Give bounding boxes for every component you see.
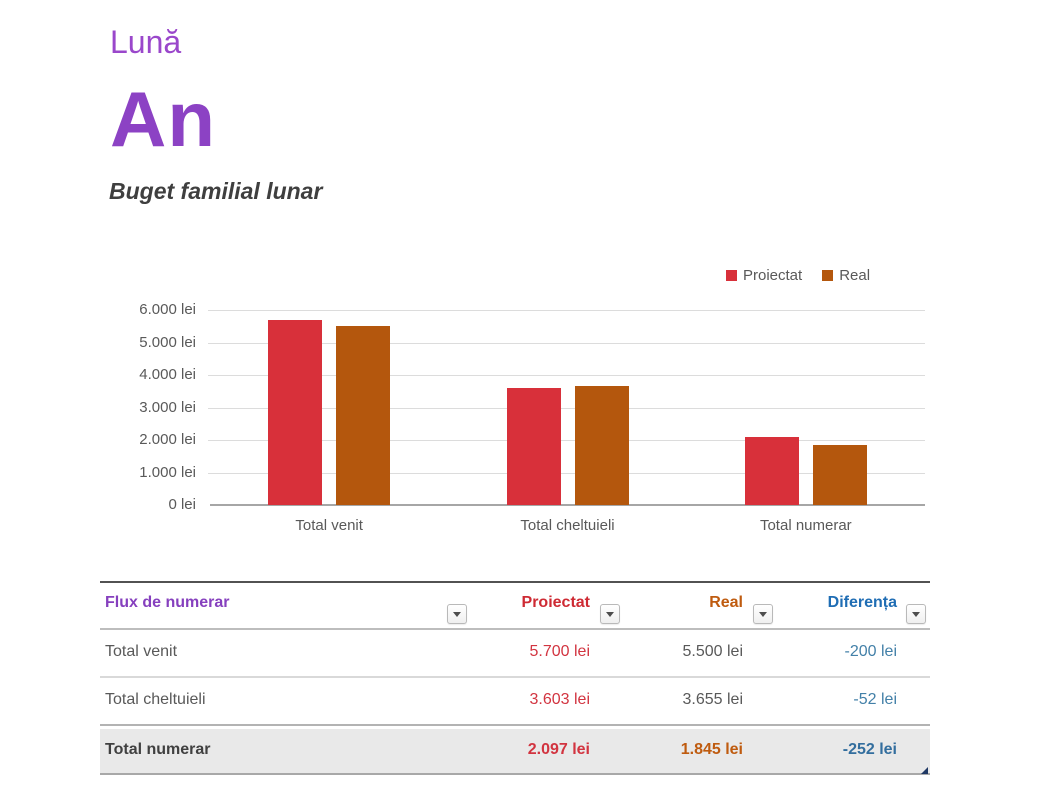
column-header-proiectat: Proiectat bbox=[521, 594, 590, 611]
table-header-row: Flux de numerar Proiectat Real Diferența bbox=[100, 581, 930, 630]
y-axis-tick-label: 3.000 lei bbox=[139, 398, 196, 416]
legend-item: Proiectat bbox=[726, 267, 802, 284]
chevron-down-icon bbox=[912, 611, 920, 617]
cell-diferenta: -52 lei bbox=[853, 691, 897, 708]
cell-row-label: Total cheltuieli bbox=[105, 691, 206, 708]
chart-gridline bbox=[208, 342, 925, 344]
table-total-row: Total numerar 2.097 lei 1.845 lei -252 lei bbox=[100, 729, 930, 775]
chart-gridline bbox=[208, 407, 925, 409]
cell-row-label: Total numerar bbox=[105, 741, 211, 758]
chart-gridline bbox=[208, 472, 925, 474]
filter-dropdown-button[interactable] bbox=[753, 604, 773, 624]
legend-label: Proiectat bbox=[743, 267, 803, 284]
chart-gridline bbox=[208, 440, 925, 441]
column-header-flux: Flux de numerar bbox=[105, 594, 230, 611]
x-axis-category-label: Total numerar bbox=[759, 517, 852, 534]
bar-proiectat-1 bbox=[506, 387, 561, 505]
column-header-diferenta: Diferența bbox=[827, 594, 897, 611]
year-title: An bbox=[110, 75, 216, 163]
chart-gridline bbox=[208, 310, 925, 311]
y-axis-tick-label: 5.000 lei bbox=[139, 333, 196, 351]
bar-proiectat-0 bbox=[268, 319, 323, 505]
chevron-down-icon bbox=[606, 611, 614, 617]
table-row: Total venit 5.700 lei 5.500 lei -200 lei bbox=[100, 630, 930, 678]
y-axis-tick-label: 6.000 lei bbox=[139, 301, 196, 318]
cell-real: 5.500 lei bbox=[682, 643, 744, 660]
x-axis-category-label: Total cheltuieli bbox=[520, 517, 615, 534]
page-subtitle: Buget familial lunar bbox=[109, 178, 323, 204]
table-body: Total venit 5.700 lei 5.500 lei -200 lei Tot… bbox=[100, 630, 930, 775]
cell-proiectat: 3.603 lei bbox=[529, 691, 591, 708]
bar-real-0 bbox=[336, 326, 391, 505]
legend-label: Real bbox=[839, 267, 871, 284]
bar-proiectat-2 bbox=[744, 436, 799, 505]
filter-dropdown-button[interactable] bbox=[447, 604, 467, 624]
month-label: Lună bbox=[110, 24, 182, 60]
column-header-real: Real bbox=[709, 594, 743, 611]
chart-legend: Proiectat Real bbox=[726, 267, 870, 284]
cell-real: 3.655 lei bbox=[682, 691, 744, 708]
legend-swatch-proiectat bbox=[726, 270, 737, 281]
cash-flow-table: Flux de numerar Proiectat Real Diferența To… bbox=[100, 581, 930, 775]
bar-real-1 bbox=[574, 386, 629, 505]
cell-proiectat: 2.097 lei bbox=[527, 741, 590, 758]
cell-proiectat: 5.700 lei bbox=[529, 643, 591, 660]
chevron-down-icon bbox=[453, 611, 461, 617]
cell-diferenta: -252 lei bbox=[842, 741, 897, 758]
table-resize-handle[interactable] bbox=[921, 767, 928, 774]
table-row: Total cheltuieli 3.603 lei 3.655 lei -52 le… bbox=[100, 678, 930, 726]
legend-swatch-real bbox=[822, 270, 834, 281]
filter-dropdown-button[interactable] bbox=[600, 604, 620, 624]
filter-dropdown-button[interactable] bbox=[906, 604, 926, 624]
chart-gridline bbox=[208, 375, 925, 376]
cell-row-label: Total venit bbox=[105, 643, 178, 660]
y-axis-tick-label: 2.000 lei bbox=[139, 431, 196, 448]
y-axis-tick-label: 4.000 lei bbox=[139, 366, 196, 383]
cell-real: 1.845 lei bbox=[680, 741, 743, 758]
bar-real-2 bbox=[812, 445, 867, 505]
cell-diferenta: -200 lei bbox=[844, 643, 897, 660]
chart-x-axis bbox=[210, 504, 925, 506]
y-axis-tick-label: 1.000 lei bbox=[139, 463, 196, 481]
chevron-down-icon bbox=[759, 611, 767, 617]
legend-item: Real bbox=[822, 267, 870, 284]
x-axis-category-label: Total venit bbox=[295, 517, 363, 534]
y-axis-tick-label: 0 lei bbox=[168, 496, 196, 513]
